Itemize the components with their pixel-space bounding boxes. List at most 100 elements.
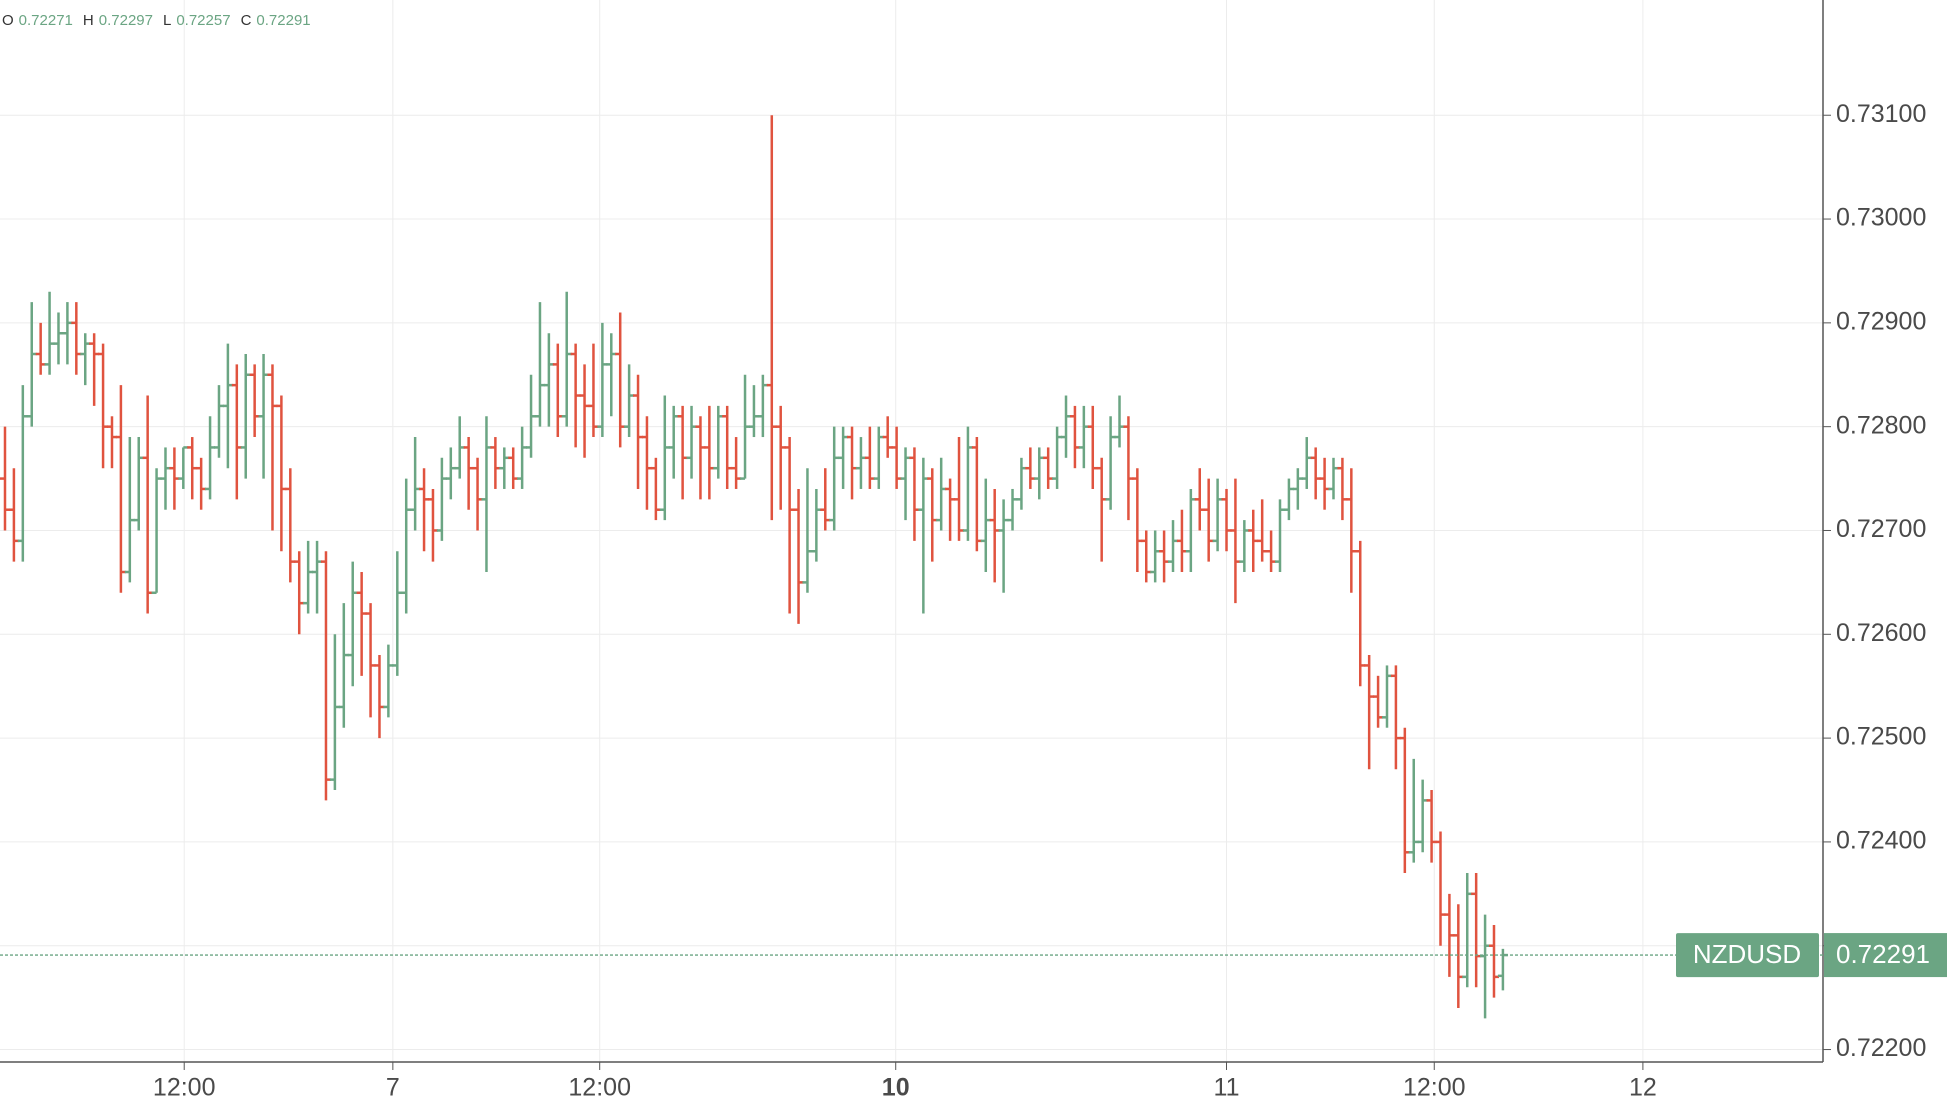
- ohlc-bar: [713, 405, 724, 479]
- ohlc-bar: [26, 302, 37, 427]
- ohlc-bar: [356, 572, 367, 676]
- header-value: 0.72257: [176, 12, 230, 29]
- ohlc-bar: [1426, 790, 1437, 863]
- ohlc-bar: [891, 426, 902, 489]
- ohlc-bar: [1444, 893, 1455, 977]
- ohlc-bar: [552, 343, 563, 438]
- ohlc-bar: [222, 343, 233, 469]
- ohlc-bar: [1488, 924, 1499, 998]
- ohlc-bar: [517, 426, 528, 489]
- ohlc-bar: [811, 488, 822, 562]
- header-key: L: [163, 12, 171, 29]
- y-tick-label: 0.72700: [1836, 515, 1926, 543]
- ohlc-bar: [499, 447, 510, 489]
- ohlc-bar: [142, 395, 153, 614]
- ohlc-bar: [472, 457, 483, 531]
- y-tick-label: 0.72500: [1836, 723, 1926, 751]
- price-badge: [1824, 933, 1947, 978]
- ohlc-bar: [945, 478, 956, 541]
- header-key: O: [2, 12, 14, 29]
- ohlc-bar: [784, 437, 795, 614]
- ohlc-bar: [954, 437, 965, 541]
- ohlc-bar: [1364, 655, 1375, 770]
- ohlc-bar: [1078, 405, 1089, 469]
- ohlc-bar: [258, 354, 269, 479]
- ohlc-bar: [1087, 405, 1098, 489]
- ohlc-bar: [115, 385, 126, 593]
- ohlc-bar: [89, 333, 100, 406]
- ohlc-bar: [561, 291, 572, 427]
- y-tick-label: 0.72600: [1836, 619, 1926, 647]
- ohlc-bar: [490, 437, 501, 489]
- ohlc-bar: [793, 488, 804, 624]
- ohlc-bar: [1159, 530, 1170, 583]
- x-tick-label: 11: [1214, 1074, 1240, 1102]
- ohlc-bar: [624, 364, 635, 438]
- ohlc-bar: [1381, 665, 1392, 728]
- ohlc-bar: [401, 478, 412, 614]
- ohlc-bar: [597, 322, 608, 438]
- ohlc-bar: [71, 302, 82, 375]
- ohlc-bar: [1266, 530, 1277, 573]
- ohlc-bar: [1319, 457, 1330, 510]
- y-tick-label: 0.73000: [1836, 204, 1926, 232]
- y-tick-label: 0.72200: [1836, 1034, 1926, 1062]
- ohlc-bar: [320, 551, 331, 801]
- ohlc-bar: [1203, 478, 1214, 562]
- ohlc-bar: [1480, 914, 1491, 1019]
- ohlc-bar: [196, 457, 207, 510]
- ohlc-bar: [294, 551, 305, 635]
- ohlc-bar: [1150, 530, 1161, 583]
- ohlc-bar: [1462, 873, 1473, 988]
- ohlc-bar: [213, 385, 224, 458]
- ohlc-bar: [989, 488, 1000, 583]
- ohlc-bar: [1221, 488, 1232, 552]
- ohlc-bar: [1408, 758, 1419, 863]
- x-tick-label: 10: [882, 1074, 910, 1102]
- ohlc-bar: [169, 447, 180, 510]
- ohlc-bar: [267, 364, 278, 531]
- ohlc-bar: [1052, 426, 1063, 489]
- ohlc-bar: [160, 447, 171, 510]
- ohlc-bar: [534, 302, 545, 427]
- ohlc-bar: [829, 426, 840, 531]
- header-key: C: [241, 12, 252, 29]
- ohlc-bar: [918, 457, 929, 614]
- ohlc-bar: [312, 540, 323, 614]
- ohlc-bar: [1239, 520, 1250, 573]
- x-tick-label: 12:00: [153, 1074, 216, 1102]
- ohlc-bar: [838, 426, 849, 489]
- ohlc-bar: [419, 468, 430, 552]
- ohlc-bar: [1248, 509, 1259, 573]
- ohlc-bar: [526, 374, 537, 458]
- ohlc-bar: [543, 333, 554, 427]
- ohlc-bar: [124, 437, 135, 583]
- header-value: 0.72297: [99, 12, 153, 29]
- ohlc-bar: [1390, 665, 1401, 770]
- ohlc-bar: [17, 385, 28, 562]
- y-tick-label: 0.72800: [1836, 411, 1926, 439]
- ohlc-bar: [374, 655, 385, 739]
- header-value: 0.72291: [256, 12, 310, 29]
- ohlc-bar: [766, 115, 777, 521]
- ohlc-bar: [1337, 457, 1348, 521]
- symbol-label: NZDUSD: [1693, 939, 1801, 969]
- price-label: 0.72291: [1836, 939, 1930, 969]
- grid: [0, 0, 1823, 1062]
- ohlc-bar: [641, 416, 652, 510]
- ohlc-bar: [757, 374, 768, 438]
- x-tick-label: 12:00: [1403, 1074, 1466, 1102]
- ohlc-bar: [0, 426, 10, 531]
- ohlc-bar: [35, 322, 46, 375]
- ohlc-bar: [392, 551, 403, 676]
- ohlc-bar: [579, 364, 590, 458]
- ohlc-bar: [1141, 530, 1152, 583]
- ohlc-bar: [133, 437, 144, 531]
- ohlc-bar: [606, 333, 617, 417]
- ohlc-bar: [1399, 727, 1410, 874]
- ohlc-bar: [1328, 457, 1339, 500]
- ohlc-bar: [615, 312, 626, 448]
- ohlc-bar: [1283, 478, 1294, 521]
